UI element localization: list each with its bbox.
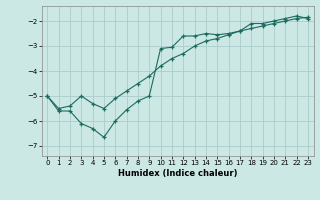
X-axis label: Humidex (Indice chaleur): Humidex (Indice chaleur) [118, 169, 237, 178]
